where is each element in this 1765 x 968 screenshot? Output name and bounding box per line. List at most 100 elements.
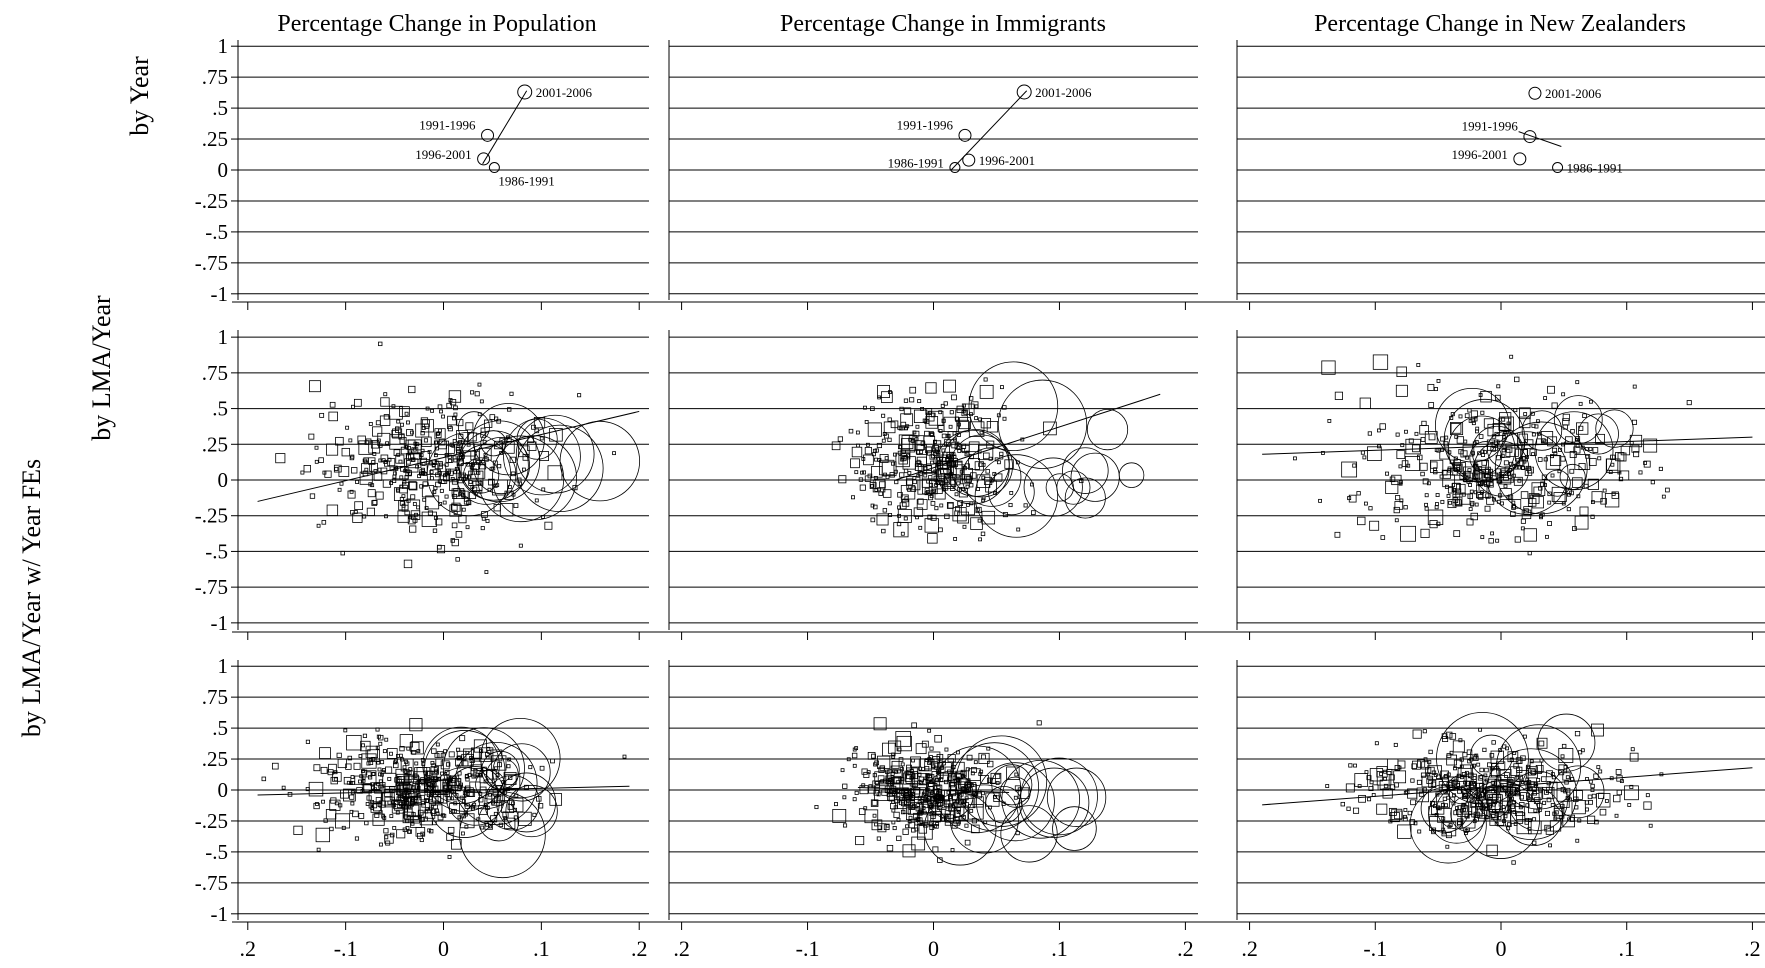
data-point [411,785,416,790]
data-point [417,809,424,816]
data-point [1452,780,1460,789]
data-point [375,727,380,732]
y-tick-label: .5 [212,397,228,421]
data-point [353,510,358,514]
data-point [1481,453,1485,457]
data-point [937,460,942,465]
data-point [1417,759,1426,768]
data-point [442,778,448,784]
data-point [891,760,900,769]
data-point [1480,449,1485,454]
data-point [325,809,337,820]
data-point [1479,767,1484,773]
data-point [1371,793,1376,797]
data-point [443,784,448,789]
data-point [873,785,890,801]
data-point [400,422,404,427]
data-point [1435,792,1440,797]
data-point [428,806,433,811]
data-point [1513,476,1523,486]
data-point [891,754,896,759]
data-point [1413,821,1418,826]
data-point [409,525,417,533]
y-tick-label: .75 [202,361,228,385]
data-point [378,779,383,784]
x-tick-label: -.1 [796,936,820,961]
data-point [915,743,927,755]
data-point [427,828,432,833]
data-point [414,512,418,517]
data-point [465,462,471,467]
data-point [932,448,937,453]
data-point [831,441,841,451]
data-point [1536,438,1543,445]
data-point [1318,498,1322,503]
data-point [1575,444,1580,448]
row-label-by-lma-year: by LMA/Year [87,295,116,441]
data-point [1543,396,1548,400]
data-point [895,731,912,747]
data-point [485,755,490,760]
data-point [1359,397,1371,409]
data-point-large [1070,452,1120,502]
data-point [455,758,464,767]
data-point [928,475,933,480]
data-point [429,476,434,481]
data-point [337,487,342,492]
data-point [1528,493,1540,504]
data-point [1629,752,1639,762]
data-point [1419,462,1428,471]
data-point [424,506,429,510]
data-point-large [1023,457,1083,517]
data-point [938,429,943,433]
data-point [1629,434,1643,448]
y-tick-label: .5 [212,716,228,740]
data-point [1429,520,1438,529]
data-point [837,436,844,442]
data-point [474,391,480,397]
data-point [380,769,385,774]
data-point [1293,456,1297,461]
data-point [1394,810,1403,820]
data-point [1524,820,1529,825]
data-point [393,762,399,769]
y-tick-label: -.75 [195,871,228,895]
data-point [921,740,929,748]
data-point [1552,162,1564,174]
data-point [1008,502,1013,508]
data-point [442,813,447,818]
data-point [399,406,410,417]
data-point [376,734,381,739]
data-point [905,424,910,429]
data-point [464,824,469,829]
data-point [848,428,854,434]
data-point [955,799,960,804]
data-point [962,153,976,167]
data-point-large [1469,734,1513,778]
data-point [1548,781,1558,791]
data-point [472,802,477,807]
data-point [1444,803,1449,808]
data-point [907,819,912,824]
panel-2-2: .2 -.1 0 .1 .2 [1236,660,1765,961]
data-point-large [1461,780,1540,859]
data-point [1514,787,1519,791]
data-point [413,773,418,778]
data-point [508,797,524,813]
data-point [287,792,293,797]
data-point [492,479,508,496]
data-point [422,481,428,487]
data-point [1512,751,1517,755]
data-point [939,503,944,508]
data-point [1520,780,1525,785]
data-point [1465,455,1470,460]
data-point [1481,460,1487,466]
data-point [1577,818,1582,823]
data-point [383,392,388,397]
data-point [1452,496,1463,507]
data-point [462,760,469,767]
data-point [870,484,875,488]
data-point [923,473,928,478]
data-point [1536,778,1541,783]
